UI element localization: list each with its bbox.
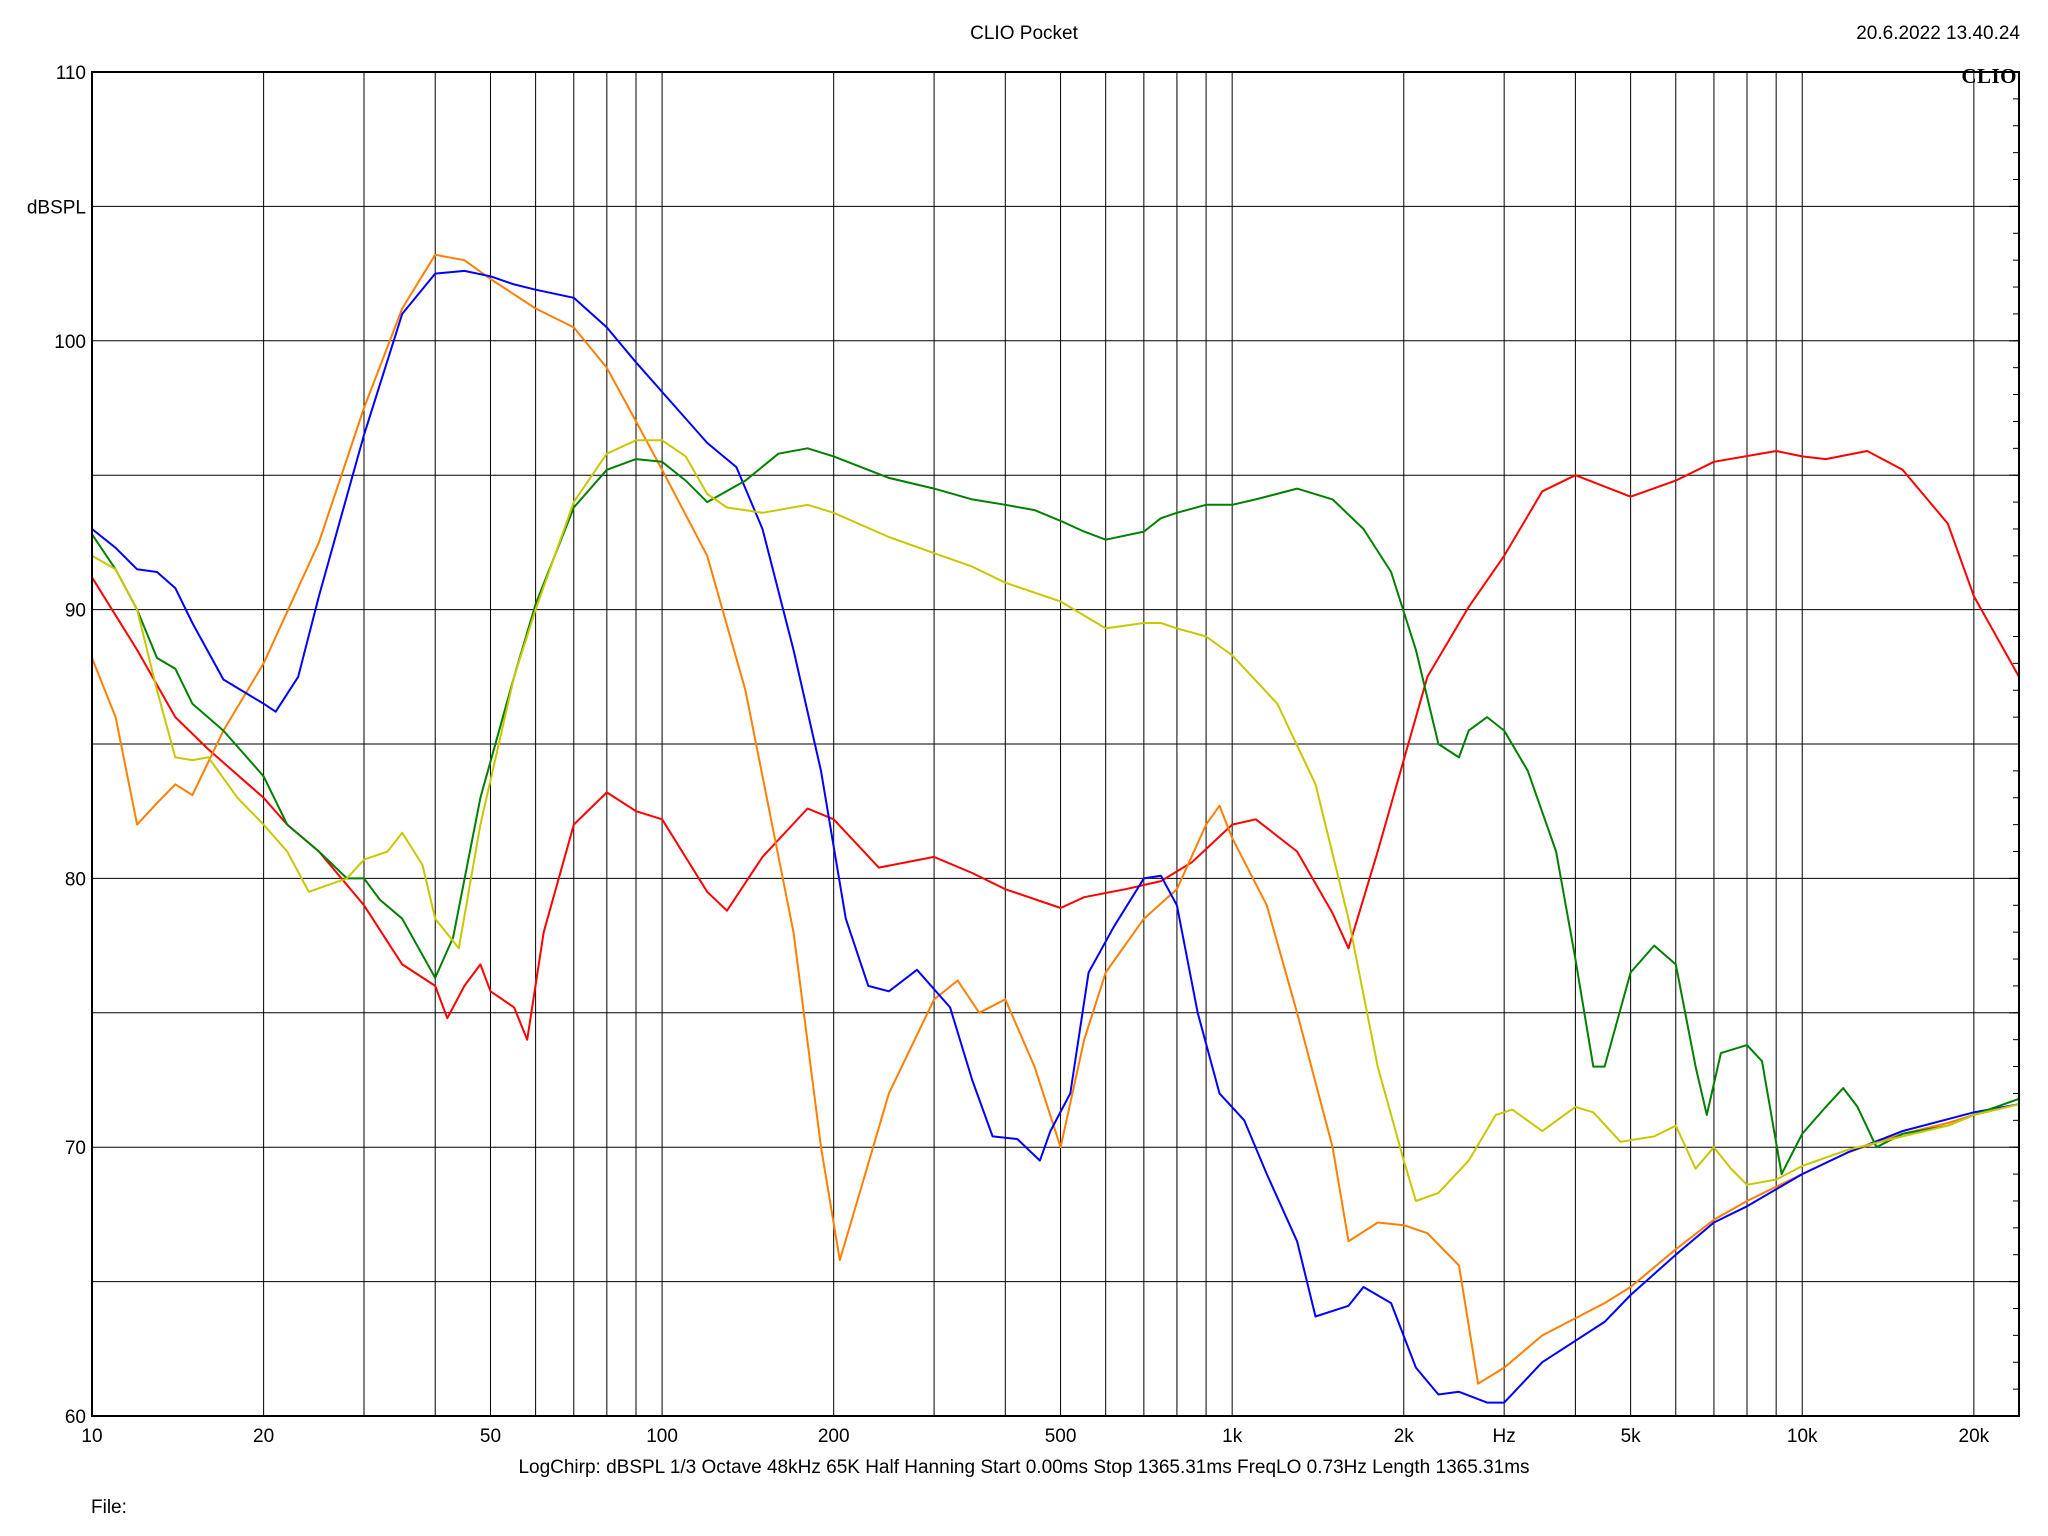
series-line-3 [91, 269, 2020, 1404]
y-tick-label: 60 [65, 1407, 86, 1428]
clio-logo: CLIO [1961, 64, 2017, 88]
series-line-4 [91, 447, 2020, 1176]
y-tick-label: 110 [56, 63, 86, 84]
x-tick-label: 20k [1959, 1426, 1990, 1447]
series-line-2 [91, 253, 2020, 1385]
plot-frame [91, 71, 2020, 1417]
x-tick-label: 20 [253, 1426, 274, 1447]
chart-title: CLIO Pocket [970, 23, 1078, 44]
tick-labels: 10 20 50 100 200 500 1k 2k 5k 10k 20k Hz 110 100 90 80 7… [27, 63, 1990, 1447]
grid [92, 72, 2019, 1416]
timestamp: 20.6.2022 13.40.24 [1856, 23, 2020, 44]
y-axis-label: dBSPL [27, 197, 86, 218]
y-tick-label: 70 [65, 1138, 86, 1159]
series-line-5 [91, 439, 2020, 1202]
x-tick-label: 200 [818, 1426, 850, 1447]
x-tick-label: 500 [1045, 1426, 1077, 1447]
y-tick-label: 100 [54, 332, 86, 353]
x-tick-label: 10 [81, 1426, 102, 1447]
y-tick-label: 90 [65, 601, 86, 622]
x-tick-label: 100 [646, 1426, 678, 1447]
x-tick-label: 50 [480, 1426, 501, 1447]
measurement-settings: LogChirp: dBSPL 1/3 Octave 48kHz 65K Hal… [518, 1457, 1530, 1478]
x-tick-label: 10k [1787, 1426, 1818, 1447]
x-tick-label: 5k [1621, 1426, 1642, 1447]
file-label: File: [91, 1497, 127, 1518]
x-tick-label: 2k [1394, 1426, 1415, 1447]
series-layer [91, 253, 2020, 1404]
y-tick-label: 80 [65, 869, 86, 890]
series-line-1 [91, 450, 2020, 1041]
x-axis-label: Hz [1493, 1426, 1516, 1447]
x-tick-label: 1k [1222, 1426, 1243, 1447]
